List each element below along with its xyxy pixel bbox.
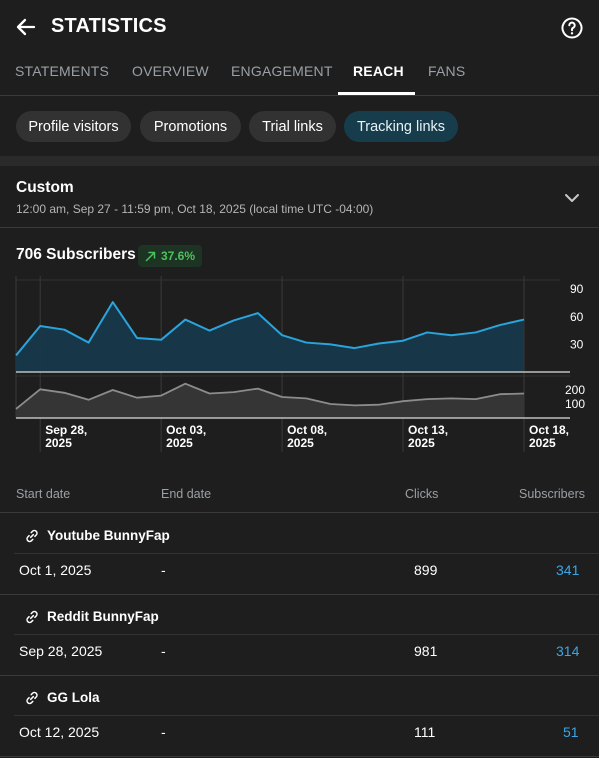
tab-statements[interactable]: STATEMENTS bbox=[15, 63, 110, 79]
x-tick-label: 2025 bbox=[408, 436, 435, 450]
tab-overview[interactable]: OVERVIEW bbox=[132, 63, 209, 79]
link-icon bbox=[26, 610, 38, 624]
row-separator bbox=[14, 715, 599, 716]
row-clicks: 899 bbox=[414, 562, 438, 578]
x-tick-label: 2025 bbox=[287, 436, 314, 450]
y-tick-label: 30 bbox=[570, 337, 584, 351]
y-tick-label: 90 bbox=[570, 282, 584, 296]
date-range-selector[interactable]: Custom 12:00 am, Sep 27 - 11:59 pm, Oct … bbox=[0, 166, 599, 228]
back-arrow-icon[interactable] bbox=[14, 15, 38, 39]
x-tick-label: Oct 18, bbox=[529, 423, 569, 437]
row-end-date: - bbox=[161, 643, 166, 659]
row-clicks: 981 bbox=[414, 643, 438, 659]
row-start-date: Oct 12, 2025 bbox=[19, 724, 100, 740]
row-separator bbox=[0, 512, 599, 513]
app-header: STATISTICS bbox=[0, 0, 599, 54]
help-icon[interactable] bbox=[560, 16, 584, 40]
link-icon bbox=[26, 529, 38, 543]
x-tick-label: 2025 bbox=[529, 436, 556, 450]
tracking-link-name[interactable]: Youtube BunnyFap bbox=[47, 528, 170, 543]
tracking-link-name[interactable]: GG Lola bbox=[47, 690, 100, 705]
tracking-link-name[interactable]: Reddit BunnyFap bbox=[47, 609, 159, 624]
col-header-clicks: Clicks bbox=[405, 487, 439, 501]
row-subscribers[interactable]: 341 bbox=[556, 562, 580, 578]
active-tab-indicator bbox=[338, 92, 415, 95]
row-clicks: 111 bbox=[414, 724, 436, 740]
row-subscribers[interactable]: 314 bbox=[556, 643, 580, 659]
chevron-down-icon[interactable] bbox=[562, 188, 582, 208]
row-separator bbox=[14, 553, 599, 554]
x-tick-label: Sep 28, bbox=[45, 423, 87, 437]
range-subtitle: 12:00 am, Sep 27 - 11:59 pm, Oct 18, 202… bbox=[16, 202, 374, 216]
chip-trial-links[interactable]: Trial links bbox=[249, 111, 336, 142]
row-separator bbox=[14, 634, 599, 635]
row-end-date: - bbox=[161, 562, 166, 578]
y-tick-label: 100 bbox=[565, 397, 585, 411]
x-tick-label: 2025 bbox=[166, 436, 193, 450]
col-header-subscribers: Subscribers bbox=[519, 487, 585, 501]
change-value: 37.6% bbox=[161, 249, 196, 263]
col-header-end: End date bbox=[161, 487, 212, 501]
row-separator bbox=[0, 756, 599, 757]
subscribers-total: 706 Subscribers bbox=[16, 246, 136, 263]
area-series-line bbox=[15, 382, 525, 410]
section-divider bbox=[0, 156, 599, 166]
range-title: Custom bbox=[16, 179, 74, 196]
row-subscribers[interactable]: 51 bbox=[563, 724, 579, 740]
row-separator bbox=[0, 594, 599, 595]
trend-up-icon bbox=[145, 251, 156, 261]
chip-promotions[interactable]: Promotions bbox=[140, 111, 241, 142]
row-separator bbox=[0, 675, 599, 676]
x-tick-label: Oct 03, bbox=[166, 423, 206, 437]
tab-engagement[interactable]: ENGAGEMENT bbox=[231, 63, 333, 79]
area-series-line bbox=[15, 301, 525, 357]
tab-fans[interactable]: FANS bbox=[428, 63, 466, 79]
area-series-fill bbox=[16, 383, 524, 418]
area-series-fill bbox=[16, 302, 524, 372]
change-badge: 37.6% bbox=[138, 245, 203, 267]
row-start-date: Oct 1, 2025 bbox=[19, 562, 92, 578]
x-tick-label: 2025 bbox=[45, 436, 72, 450]
row-end-date: - bbox=[161, 724, 166, 740]
filter-chips: Profile visitors Promotions Trial links … bbox=[0, 97, 599, 155]
y-tick-label: 200 bbox=[565, 383, 585, 397]
y-tick-label: 60 bbox=[570, 310, 584, 324]
row-start-date: Sep 28, 2025 bbox=[19, 643, 103, 659]
tab-reach[interactable]: REACH bbox=[353, 63, 404, 79]
col-header-start: Start date bbox=[16, 487, 71, 501]
x-tick-label: Oct 08, bbox=[287, 423, 327, 437]
tab-bar: STATEMENTS OVERVIEW ENGAGEMENT REACH FAN… bbox=[0, 54, 599, 96]
link-icon bbox=[26, 691, 38, 705]
chip-tracking-links[interactable]: Tracking links bbox=[344, 111, 458, 142]
x-tick-label: Oct 13, bbox=[408, 423, 448, 437]
chip-profile-visitors[interactable]: Profile visitors bbox=[16, 111, 131, 142]
page-title: STATISTICS bbox=[51, 15, 167, 37]
